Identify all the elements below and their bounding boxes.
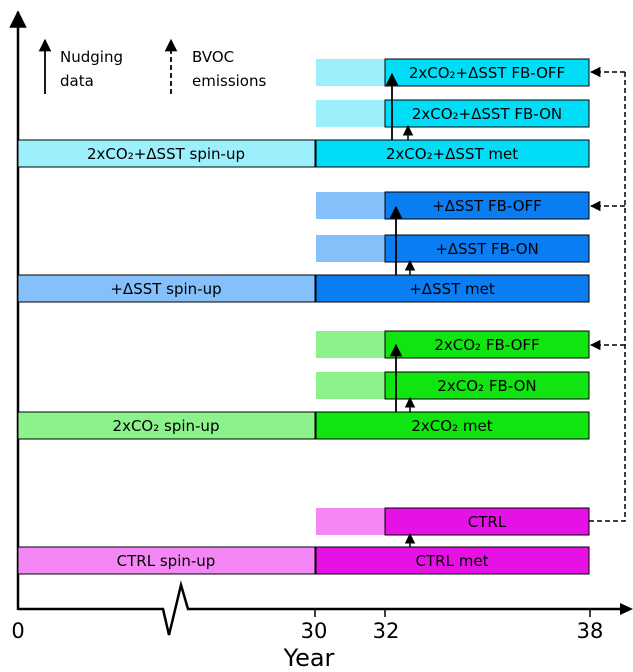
legend-nudging-label-2: data — [60, 72, 94, 90]
label-2xco2-dsst-fbon: 2xCO₂+ΔSST FB-ON — [412, 105, 562, 123]
bar-ctrl-prefix — [316, 508, 385, 535]
group-2xco2: 2xCO₂ FB-OFF 2xCO₂ FB-ON 2xCO₂ spin-up 2… — [17, 330, 590, 440]
label-2xco2-dsst-spinup: 2xCO₂+ΔSST spin-up — [87, 145, 245, 163]
label-dsst-fbon: +ΔSST FB-ON — [435, 240, 539, 258]
label-2xco2-dsst-fboff: 2xCO₂+ΔSST FB-OFF — [409, 64, 565, 82]
group-2xco2-dsst: 2xCO₂+ΔSST FB-OFF 2xCO₂+ΔSST FB-ON 2xCO₂… — [17, 58, 590, 168]
label-2xco2-fbon: 2xCO₂ FB-ON — [437, 377, 536, 395]
bar-2xco2-spinup — [17, 411, 316, 440]
label-dsst-fboff: +ΔSST FB-OFF — [432, 197, 542, 215]
bvoc-connector — [589, 66, 626, 522]
tick-label-38: 38 — [577, 619, 604, 643]
group-ctrl: CTRL CTRL spin-up CTRL met — [17, 507, 590, 575]
tick-label-32: 32 — [373, 619, 400, 643]
x-axis-label: Year — [283, 644, 335, 672]
bar-dsst-fbon — [384, 234, 590, 263]
label-dsst-met: +ΔSST met — [409, 280, 495, 298]
bar-ctrl-spinup — [17, 546, 316, 575]
bar-dsst-spinup — [17, 274, 316, 303]
legend-bvoc-label: BVOC — [192, 48, 234, 66]
bar-2xco2-dsst-fbon-prefix — [316, 100, 385, 127]
bar-dsst-met — [315, 274, 590, 303]
bar-2xco2-fboff — [384, 330, 590, 359]
bar-2xco2-fboff-prefix — [316, 331, 385, 358]
bar-2xco2-dsst-fboff-prefix — [316, 59, 385, 86]
label-ctrl-spinup: CTRL spin-up — [117, 552, 216, 570]
bar-2xco2-dsst-spinup — [17, 139, 316, 168]
legend-bvoc-label-2: emissions — [192, 72, 266, 90]
bar-dsst-fboff — [384, 191, 590, 220]
x-axis — [18, 580, 625, 636]
bar-dsst-fbon-prefix — [316, 235, 385, 262]
label-2xco2-fboff: 2xCO₂ FB-OFF — [434, 336, 539, 354]
label-2xco2-met: 2xCO₂ met — [411, 417, 492, 435]
label-2xco2-spinup: 2xCO₂ spin-up — [113, 417, 220, 435]
tick-label-0: 0 — [11, 619, 24, 643]
legend-nudging-label: Nudging — [60, 48, 123, 66]
label-2xco2-dsst-met: 2xCO₂+ΔSST met — [386, 145, 518, 163]
bar-dsst-fboff-prefix — [316, 192, 385, 219]
bar-2xco2-fbon — [384, 371, 590, 400]
tick-label-30: 30 — [301, 619, 328, 643]
bar-2xco2-dsst-fbon — [384, 99, 590, 128]
bar-2xco2-met — [315, 411, 590, 440]
bar-2xco2-fbon-prefix — [316, 372, 385, 399]
label-ctrl-met: CTRL met — [416, 552, 489, 570]
x-axis-arrowhead — [620, 603, 633, 615]
bar-ctrl — [384, 507, 590, 536]
bvoc-connector-line — [589, 72, 626, 522]
bar-2xco2-dsst-fboff — [384, 58, 590, 87]
bar-ctrl-met — [315, 546, 590, 575]
label-dsst-spinup: +ΔSST spin-up — [110, 280, 221, 298]
bar-2xco2-dsst-met — [315, 139, 590, 168]
group-dsst: +ΔSST FB-OFF +ΔSST FB-ON +ΔSST spin-up +… — [17, 191, 590, 303]
label-ctrl: CTRL — [468, 513, 507, 531]
